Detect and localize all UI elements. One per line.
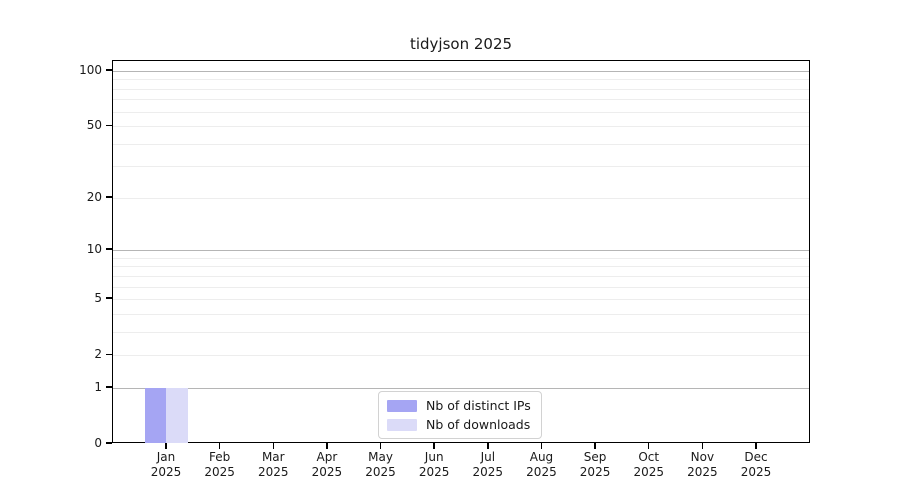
y-tick-mark [106,386,112,388]
y-tick-label: 20 [86,189,102,204]
x-tick-label: Feb 2025 [204,450,235,479]
legend-item: Nb of distinct IPs [387,398,531,413]
legend-label: Nb of downloads [426,417,531,432]
y-tick-mark [106,353,112,355]
y-tick-mark [106,442,112,444]
gridline-minor [113,313,809,315]
x-tick-mark [379,443,382,449]
y-tick-label: 1 [94,379,102,394]
y-tick-label: 5 [94,291,102,306]
x-tick-mark [701,443,704,449]
x-tick-label: Sep 2025 [579,450,611,479]
legend-swatch [387,418,417,431]
y-tick-mark [106,124,112,126]
x-tick-label: Nov 2025 [687,450,718,479]
legend: Nb of distinct IPs Nb of downloads [378,391,542,439]
gridline-minor [113,126,809,128]
x-tick-mark [648,443,650,449]
x-tick-label: Jul 2025 [472,450,504,479]
x-tick-label: Jan 2025 [150,450,182,479]
x-tick-mark [326,443,328,449]
y-tick-label: 2 [94,347,102,362]
y-tick-label: 10 [86,242,102,257]
bar [166,387,188,443]
gridline-minor [113,166,809,168]
x-tick-mark [540,443,543,449]
legend-swatch [387,399,417,412]
x-tick-mark [487,443,489,449]
legend-label: Nb of distinct IPs [426,398,531,413]
chart-title: tidyjson 2025 [409,35,513,53]
y-tick-label: 0 [94,436,102,450]
gridline-minor [113,266,809,268]
y-tick-label: 50 [86,118,102,133]
gridline-major [113,387,809,389]
x-tick-mark [755,443,757,449]
grid-layer [113,61,809,442]
gridline-minor [113,355,809,357]
x-tick-mark [272,443,274,449]
gridline-minor [113,111,809,113]
x-tick-label: Oct 2025 [633,450,664,479]
gridline-minor [113,331,809,333]
x-tick-mark [218,443,221,449]
plot-area [112,60,810,443]
gridline-minor [113,257,809,259]
x-tick-label: Apr 2025 [311,450,343,479]
x-tick-label: May 2025 [365,450,396,479]
gridline-minor [113,143,809,145]
y-tick-mark [106,297,112,299]
y-tick-mark [106,196,112,198]
gridline-minor [113,79,809,81]
gridline-major [113,71,809,72]
gridline-minor [113,275,809,277]
legend-item: Nb of downloads [387,417,531,432]
bar [144,387,166,443]
gridline-major [113,250,809,252]
gridline-minor [113,88,809,90]
gridline-minor [113,286,809,288]
gridline-minor [113,299,809,301]
x-tick-mark [165,443,167,449]
y-tick-mark [106,248,112,250]
x-tick-mark [433,443,435,449]
x-tick-label: Mar 2025 [257,450,289,479]
x-tick-label: Jun 2025 [418,450,450,479]
x-tick-mark [594,443,596,449]
bar-layer [113,61,809,443]
y-tick-label: 100 [79,63,102,77]
gridline-minor [113,99,809,101]
x-tick-label: Aug 2025 [526,450,557,479]
y-tick-mark [106,69,112,71]
gridline-minor [113,197,809,199]
x-tick-label: Dec 2025 [740,450,772,479]
